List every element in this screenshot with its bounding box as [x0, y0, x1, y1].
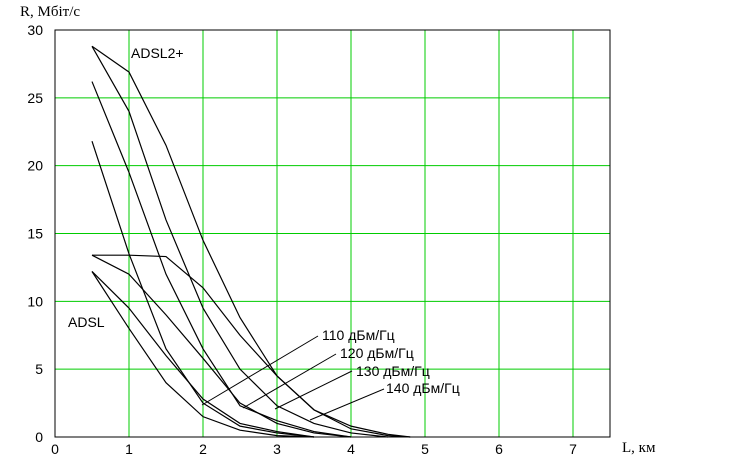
annotation: 110 дБм/Гц: [322, 327, 395, 343]
curve: [91, 271, 315, 438]
y-tick-label: 25: [27, 90, 43, 106]
y-tick-label: 15: [27, 226, 43, 242]
curve: [92, 254, 411, 438]
annotation: 130 дБм/Гц: [356, 363, 430, 379]
annotation: ADSL: [68, 314, 105, 330]
y-tick-label: 20: [27, 158, 43, 174]
leader-line: [242, 353, 337, 409]
leader-line: [201, 335, 319, 406]
curve: [91, 81, 352, 438]
y-tick-label: 10: [27, 293, 43, 309]
plot-frame: [54, 29, 611, 438]
y-tick-label: 5: [35, 361, 43, 377]
x-tick-label: 1: [125, 441, 133, 457]
x-tick-label: 7: [569, 441, 577, 457]
curve: [91, 271, 315, 438]
curve: [91, 141, 315, 438]
y-tick-label: 30: [27, 22, 43, 38]
x-tick-label: 6: [495, 441, 503, 457]
annotation: 140 дБм/Гц: [386, 380, 460, 396]
x-tick-label: 0: [51, 441, 59, 457]
curve: [91, 45, 389, 438]
annotation: ADSL2+: [131, 45, 184, 61]
y-tick-label: 0: [35, 429, 43, 445]
leader-line: [309, 388, 385, 421]
x-tick-label: 4: [347, 441, 355, 457]
curve: [91, 254, 352, 438]
x-tick-label: 5: [421, 441, 429, 457]
y-axis-label: R, Мбіт/с: [20, 4, 80, 20]
x-axis-label: L, км: [622, 440, 656, 456]
annotation: 120 дБм/Гц: [340, 345, 414, 361]
x-tick-label: 3: [273, 441, 281, 457]
curve: [91, 45, 411, 438]
leader-line: [274, 370, 353, 410]
x-tick-label: 2: [199, 441, 207, 457]
